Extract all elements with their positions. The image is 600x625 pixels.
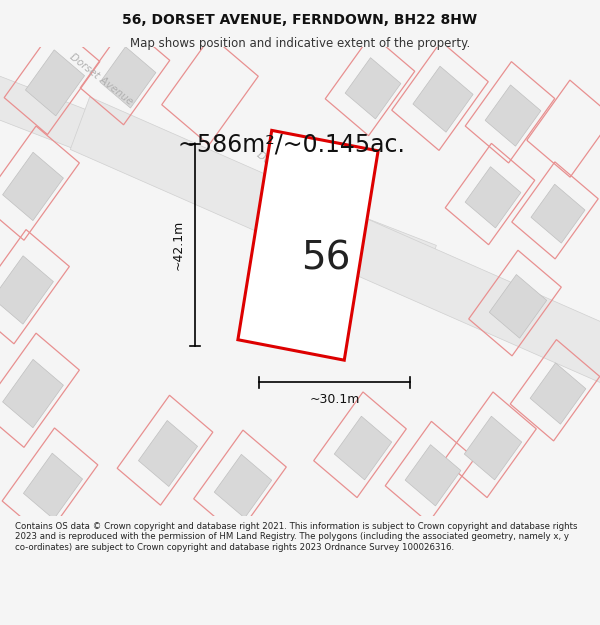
Polygon shape xyxy=(100,47,156,108)
Polygon shape xyxy=(25,50,85,116)
Polygon shape xyxy=(2,152,64,221)
Polygon shape xyxy=(214,454,272,518)
Text: Contains OS data © Crown copyright and database right 2021. This information is : Contains OS data © Crown copyright and d… xyxy=(15,522,577,552)
Polygon shape xyxy=(530,363,586,424)
Polygon shape xyxy=(345,58,401,119)
Polygon shape xyxy=(413,66,473,132)
Text: 56: 56 xyxy=(301,239,351,278)
Polygon shape xyxy=(334,416,392,480)
Polygon shape xyxy=(0,256,53,324)
Text: ~42.1m: ~42.1m xyxy=(172,220,185,271)
Polygon shape xyxy=(139,421,197,486)
Polygon shape xyxy=(465,167,521,228)
Text: ~586m²/~0.145ac.: ~586m²/~0.145ac. xyxy=(178,133,406,157)
Text: Dorset Avenue: Dorset Avenue xyxy=(68,51,135,107)
Polygon shape xyxy=(405,444,461,506)
Polygon shape xyxy=(464,416,522,480)
Polygon shape xyxy=(2,359,64,428)
Polygon shape xyxy=(485,85,541,146)
Polygon shape xyxy=(489,274,547,338)
Text: ~30.1m: ~30.1m xyxy=(310,393,359,406)
Text: 56, DORSET AVENUE, FERNDOWN, BH22 8HW: 56, DORSET AVENUE, FERNDOWN, BH22 8HW xyxy=(122,13,478,27)
Polygon shape xyxy=(531,184,585,243)
Polygon shape xyxy=(0,71,436,284)
Text: Map shows position and indicative extent of the property.: Map shows position and indicative extent… xyxy=(130,36,470,49)
Polygon shape xyxy=(70,97,600,400)
Polygon shape xyxy=(238,131,378,360)
Text: Dorset Avenue: Dorset Avenue xyxy=(255,149,322,205)
Polygon shape xyxy=(23,453,83,519)
